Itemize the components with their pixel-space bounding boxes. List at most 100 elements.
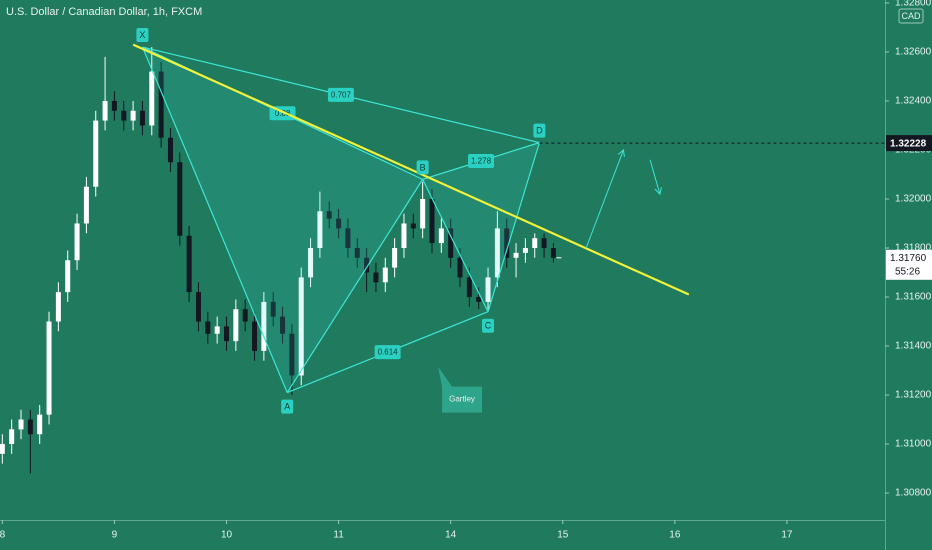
level-box [886, 135, 932, 152]
last-price-label: 1.31760 [890, 253, 927, 264]
candle-body [233, 309, 239, 342]
pattern-leg [286, 179, 424, 393]
pattern-leg [422, 179, 489, 312]
candle-body [65, 260, 71, 293]
candle-body [214, 326, 220, 334]
candle-body [224, 326, 230, 342]
candle-body [438, 228, 444, 244]
candle-body [186, 235, 192, 293]
pattern-leg [141, 46, 288, 393]
candle-body [111, 100, 117, 111]
level-label: 1.32228 [890, 138, 927, 149]
candle-body [373, 272, 379, 283]
candle-body [550, 247, 556, 258]
candle-body [102, 100, 108, 121]
candle-body [195, 292, 201, 322]
y-tick-label: 1.32000 [895, 194, 932, 205]
pattern-fill [422, 142, 540, 312]
last-price-box [886, 249, 932, 280]
y-tick-label: 1.30800 [895, 488, 932, 499]
ratio-box [374, 345, 401, 360]
y-tick-label: 1.31800 [895, 243, 932, 254]
candle-body [261, 301, 267, 351]
candle-body [420, 198, 426, 229]
ratio-label: 1.278 [471, 157, 492, 166]
x-tick-label: 16 [669, 530, 681, 541]
y-tick-label: 1.31400 [895, 341, 932, 352]
candle-body [55, 292, 61, 322]
arrow-head [654, 187, 662, 196]
candle-body [130, 110, 136, 121]
candle-body [289, 333, 295, 376]
y-tick-label: 1.32800 [895, 0, 932, 9]
candle-body [485, 277, 491, 302]
candle-body [83, 186, 89, 224]
x-tick-label: 8 [0, 530, 6, 541]
candle-body [401, 223, 407, 248]
candle-body [298, 277, 304, 376]
point-box [416, 160, 429, 175]
candle-body [541, 238, 547, 248]
candle-body [121, 110, 127, 121]
ratio-label: 0.614 [378, 348, 399, 357]
pattern-fill [142, 47, 423, 393]
candle-body [158, 71, 164, 138]
y-tick-label: 1.31000 [895, 439, 932, 450]
x-tick-label: 10 [221, 530, 233, 541]
candle-body [317, 211, 323, 248]
candle-body [280, 316, 286, 334]
ratio-label: 0.707 [331, 90, 352, 99]
candle-body [308, 247, 314, 278]
x-tick-label: 14 [445, 530, 457, 541]
candle-body [74, 223, 80, 261]
candle-body [410, 223, 416, 229]
candle-body [448, 228, 454, 258]
y-tick-label: 1.32600 [895, 47, 932, 58]
candle-body [177, 162, 183, 236]
projection [649, 159, 661, 195]
point-label: B [420, 162, 426, 172]
ratio-label: 0.88 [275, 109, 291, 118]
chart-title: U.S. Dollar / Canadian Dollar, 1h, FXCM [6, 6, 202, 18]
y-tick-label: 1.32400 [895, 96, 932, 107]
point-box [482, 318, 495, 333]
currency-box[interactable] [898, 8, 924, 24]
arrow-head [617, 148, 625, 157]
candle-body [392, 247, 398, 268]
candle-body [9, 429, 15, 445]
point-box [281, 399, 294, 414]
candle-body [336, 218, 342, 229]
candle-body [476, 297, 482, 302]
x-tick-label: 9 [112, 530, 118, 541]
candle-body [494, 228, 500, 278]
candle-body [139, 110, 145, 126]
x-tick-label: 17 [781, 530, 793, 541]
point-label: A [284, 401, 290, 411]
candle-body [18, 419, 24, 430]
pattern-name: Gartley [449, 395, 475, 404]
candle-body [345, 228, 351, 248]
trendline [132, 43, 690, 296]
point-box [136, 28, 149, 43]
callout [438, 366, 483, 413]
y-tick-label: 1.31200 [895, 390, 932, 401]
projection [585, 149, 624, 249]
candle-body [37, 414, 43, 435]
candle-body [27, 419, 33, 435]
candle-body [252, 321, 258, 351]
candle-body [0, 444, 5, 454]
candle-body [504, 228, 510, 258]
point-label: C [485, 321, 492, 331]
candle-body [466, 277, 472, 298]
ratio-box [327, 87, 354, 102]
candle-body [457, 257, 463, 278]
candle-body [270, 301, 276, 317]
candle-body [149, 71, 155, 126]
candle-body [326, 211, 332, 219]
candle-body [382, 267, 388, 283]
x-tick-label: 15 [557, 530, 569, 541]
candle-body [242, 309, 248, 322]
x-tick-label: 11 [333, 530, 344, 541]
candle-body [532, 238, 538, 248]
candle-body [522, 247, 528, 253]
